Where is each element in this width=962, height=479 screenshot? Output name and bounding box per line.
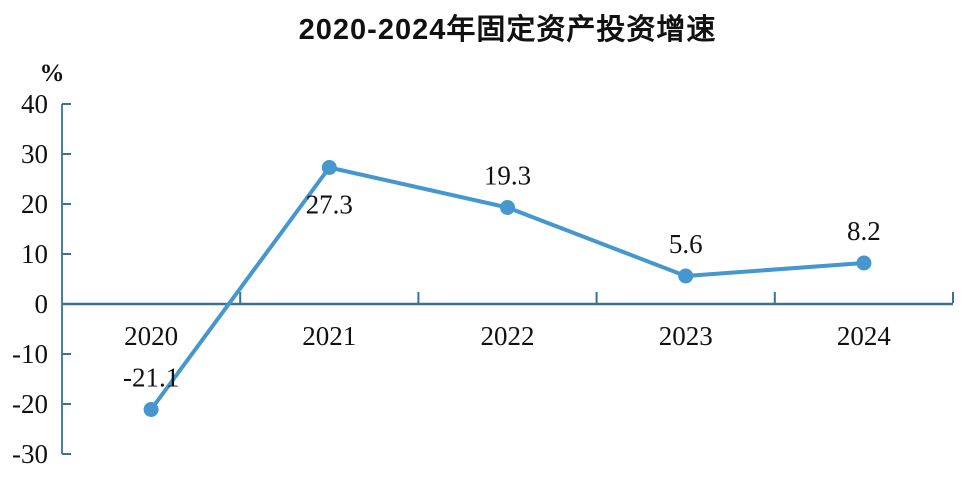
y-tick-label: -20 [12, 389, 48, 419]
y-tick-label: -10 [12, 339, 48, 369]
x-tick-label: 2021 [302, 321, 356, 351]
data-point [678, 268, 694, 284]
chart-title: 2020-2024年固定资产投资增速 [298, 14, 717, 46]
data-point-label: 19.3 [484, 161, 531, 191]
x-tick-label: 2023 [659, 321, 713, 351]
x-tick-label: 2020 [124, 321, 178, 351]
y-tick-label: 0 [35, 289, 49, 319]
x-tick-label: 2022 [481, 321, 535, 351]
data-point-label: 8.2 [847, 216, 881, 246]
data-point [856, 255, 872, 271]
x-tick-label: 2024 [837, 321, 892, 351]
data-point-label: -21.1 [123, 363, 179, 393]
y-tick-label: 10 [21, 239, 48, 269]
y-tick-label: 40 [21, 89, 48, 119]
y-tick-label: 30 [21, 139, 48, 169]
data-point [143, 402, 159, 417]
data-point-label: 5.6 [669, 229, 703, 259]
data-point [500, 200, 515, 215]
data-point-label: 27.3 [306, 190, 353, 220]
y-axis-unit-label: % [40, 60, 65, 87]
data-point [321, 160, 337, 175]
y-tick-label: 20 [21, 189, 48, 219]
y-tick-label: -30 [12, 439, 48, 469]
